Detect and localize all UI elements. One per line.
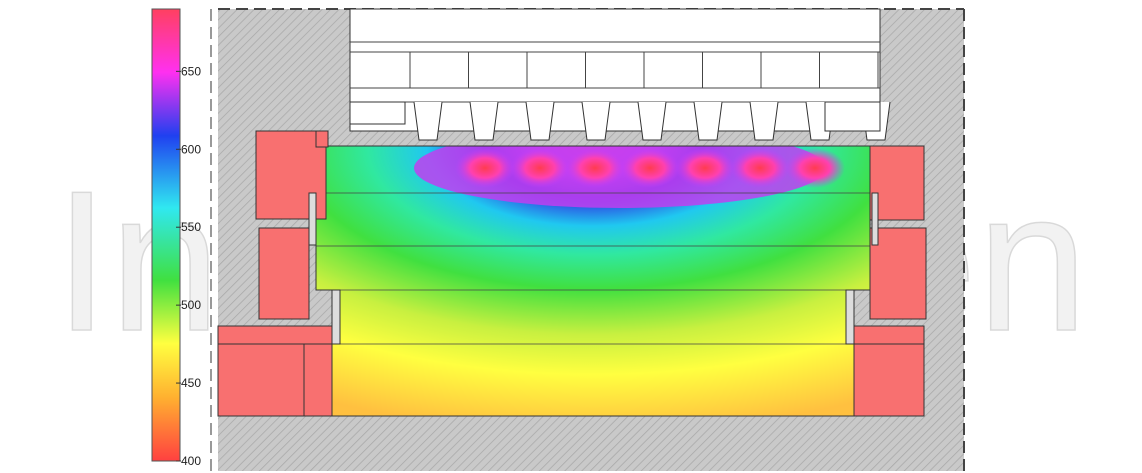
hot-spot bbox=[620, 148, 680, 188]
left-insulation bbox=[217, 130, 341, 417]
insulation-block bbox=[845, 289, 855, 345]
hot-spot bbox=[510, 148, 570, 188]
heater-fin bbox=[581, 101, 611, 141]
hot-spots bbox=[455, 148, 845, 188]
heater-fin bbox=[469, 101, 499, 141]
insulation-block bbox=[331, 289, 341, 345]
temperature-field bbox=[316, 146, 870, 416]
heater-fin bbox=[413, 101, 443, 141]
heater-fins bbox=[349, 101, 891, 141]
heater-cells bbox=[409, 52, 879, 88]
colorbar-tick-label: 600 bbox=[181, 142, 201, 156]
insulation-block bbox=[315, 130, 329, 148]
insulation-block bbox=[853, 325, 925, 417]
heater-fin bbox=[637, 101, 667, 141]
colorbar-tick-label: 450 bbox=[181, 376, 201, 390]
hot-spot bbox=[785, 148, 845, 188]
colorbar-gradient bbox=[151, 8, 181, 462]
colorbar-tick-label: 500 bbox=[181, 298, 201, 312]
heater-fin bbox=[525, 101, 555, 141]
right-insulation bbox=[845, 145, 927, 417]
colorbar-tick-label: 400 bbox=[181, 454, 201, 468]
insulation-block bbox=[217, 325, 333, 417]
heater-fin bbox=[693, 101, 723, 141]
chamber-side-block bbox=[824, 101, 881, 132]
hot-spot bbox=[675, 148, 735, 188]
hot-spot bbox=[730, 148, 790, 188]
insulation-block bbox=[869, 145, 925, 221]
chamber-side-block bbox=[349, 101, 406, 125]
hot-spot bbox=[565, 148, 625, 188]
colorbar-tick-label: 550 bbox=[181, 220, 201, 234]
insulation-block bbox=[871, 192, 879, 246]
insulation-block bbox=[308, 192, 317, 246]
heater-fin bbox=[749, 101, 779, 141]
hot-spot bbox=[455, 148, 515, 188]
colorbar: 400 450 500 550 600 650 bbox=[151, 8, 201, 468]
insulation-block bbox=[869, 227, 927, 320]
colorbar-tick-label: 650 bbox=[181, 64, 201, 78]
colorbar-ticks: 400 450 500 550 600 650 bbox=[176, 64, 201, 468]
domain bbox=[210, 8, 965, 471]
insulation-block bbox=[258, 227, 310, 320]
